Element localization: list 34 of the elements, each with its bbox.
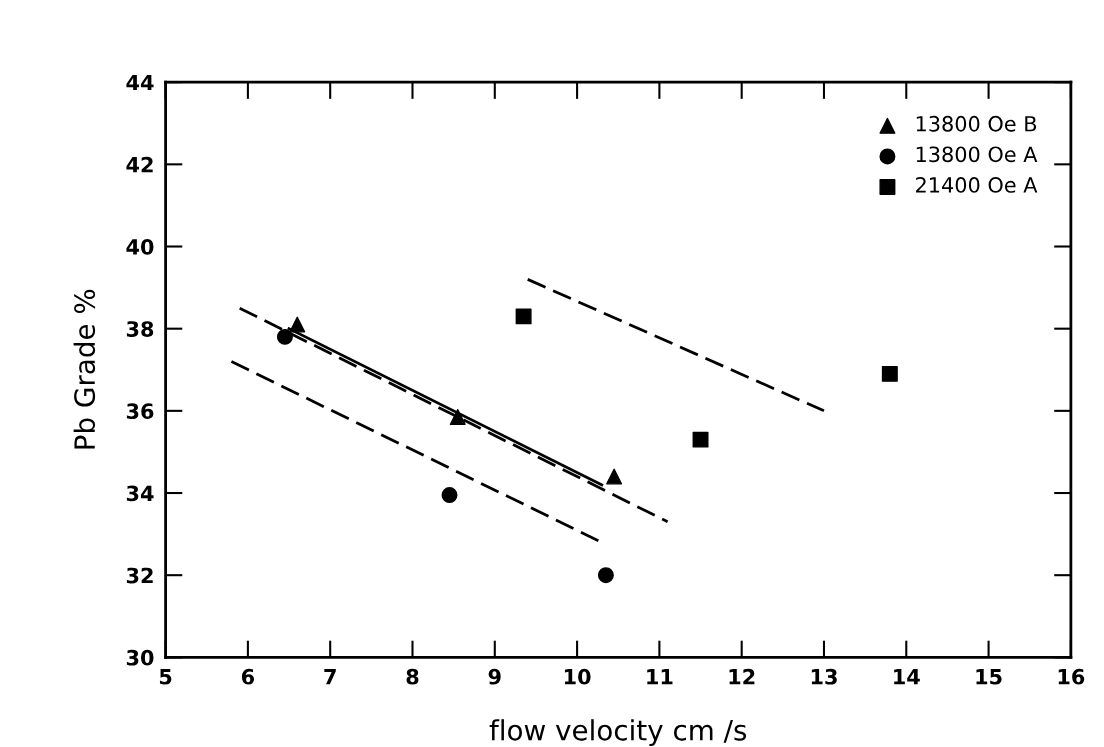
y-tick-label: 38 bbox=[126, 321, 154, 337]
point bbox=[515, 308, 532, 325]
y-tick-label: 30 bbox=[126, 649, 154, 666]
x-tick-label: 12 bbox=[729, 668, 755, 685]
legend-label: 21400 Oe A bbox=[916, 177, 1038, 193]
y-tick-label: 32 bbox=[126, 567, 153, 584]
point bbox=[441, 487, 458, 504]
y-tick-label: 36 bbox=[126, 403, 154, 420]
point bbox=[597, 567, 614, 584]
point bbox=[692, 431, 709, 448]
x-tick-label: 15 bbox=[976, 669, 1002, 685]
x-tick-label: 9 bbox=[488, 668, 501, 685]
x-tick-label: 6 bbox=[241, 668, 255, 685]
x-tick-label: 13 bbox=[811, 668, 837, 685]
x-tick-label: 5 bbox=[159, 669, 172, 685]
x-tick-label: 16 bbox=[1058, 668, 1085, 685]
y-axis-title: Pb Grade % bbox=[73, 289, 96, 449]
legend-label: 13800 Oe A bbox=[916, 146, 1038, 163]
point bbox=[606, 468, 623, 485]
y-tick-label: 40 bbox=[126, 238, 154, 255]
y-tick-label: 44 bbox=[126, 74, 154, 91]
point bbox=[881, 365, 898, 382]
y-tick-label: 42 bbox=[126, 156, 153, 173]
x-tick-label: 10 bbox=[564, 668, 591, 685]
point bbox=[289, 316, 306, 333]
x-tick-label: 8 bbox=[406, 668, 419, 685]
legend-label: 13800 Oe B bbox=[916, 115, 1037, 132]
point bbox=[449, 409, 466, 425]
x-axis-title: flow velocity cm /s bbox=[489, 719, 747, 747]
y-tick-label: 34 bbox=[126, 485, 154, 502]
x-tick-label: 11 bbox=[647, 669, 673, 685]
x-tick-label: 14 bbox=[894, 669, 920, 685]
point bbox=[276, 328, 293, 345]
x-tick-label: 7 bbox=[324, 669, 336, 685]
